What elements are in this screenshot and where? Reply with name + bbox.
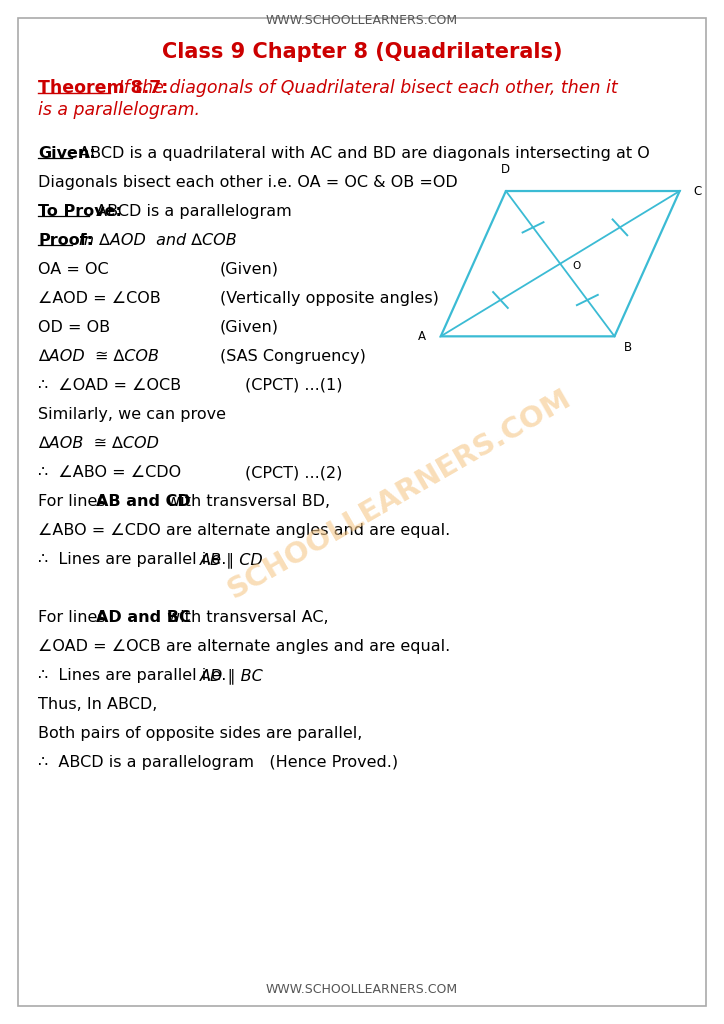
Text: Class 9 Chapter 8 (Quadrilaterals): Class 9 Chapter 8 (Quadrilaterals)	[161, 42, 563, 62]
Text: ∴  ∠OAD = ∠OCB: ∴ ∠OAD = ∠OCB	[38, 378, 181, 393]
Text: (Given): (Given)	[220, 262, 279, 278]
Text: OA = OC: OA = OC	[38, 262, 109, 278]
Text: If the diagonals of Quadrilateral bisect each other, then it: If the diagonals of Quadrilateral bisect…	[113, 79, 618, 97]
Text: ABCD is a parallelogram: ABCD is a parallelogram	[91, 204, 292, 219]
Text: Theorem 8.7:: Theorem 8.7:	[38, 79, 169, 97]
Text: Proof:: Proof:	[38, 233, 93, 248]
Text: ∆AOB  ≅ ∆COD: ∆AOB ≅ ∆COD	[38, 436, 159, 451]
Text: (SAS Congruency): (SAS Congruency)	[220, 349, 366, 364]
FancyBboxPatch shape	[18, 18, 706, 1006]
Text: with transversal AC,: with transversal AC,	[162, 610, 329, 625]
Text: In ∆AOD  and ∆COB: In ∆AOD and ∆COB	[74, 233, 237, 248]
Text: Thus, In ABCD,: Thus, In ABCD,	[38, 697, 157, 712]
Text: Given:: Given:	[38, 146, 96, 161]
Text: (Given): (Given)	[220, 319, 279, 335]
Text: OD = OB: OD = OB	[38, 319, 110, 335]
Text: WWW.SCHOOLLEARNERS.COM: WWW.SCHOOLLEARNERS.COM	[266, 983, 458, 996]
Text: (Vertically opposite angles): (Vertically opposite angles)	[220, 291, 439, 306]
Text: with transversal BD,: with transversal BD,	[162, 494, 330, 509]
Text: D: D	[501, 163, 510, 176]
Text: AD ∥ BC: AD ∥ BC	[200, 668, 264, 684]
Text: AD and BC: AD and BC	[96, 610, 190, 625]
Text: Diagonals bisect each other i.e. OA = OC & OB =OD: Diagonals bisect each other i.e. OA = OC…	[38, 175, 458, 190]
Text: WWW.SCHOOLLEARNERS.COM: WWW.SCHOOLLEARNERS.COM	[266, 14, 458, 27]
Text: C: C	[694, 184, 702, 198]
Text: To Prove:: To Prove:	[38, 204, 122, 219]
Text: ∴  ABCD is a parallelogram   (Hence Proved.): ∴ ABCD is a parallelogram (Hence Proved.…	[38, 755, 398, 770]
Text: ∠AOD = ∠COB: ∠AOD = ∠COB	[38, 291, 161, 306]
Text: (CPCT) ...(1): (CPCT) ...(1)	[245, 378, 342, 393]
Text: ABCD is a quadrilateral with AC and BD are diagonals intersecting at O: ABCD is a quadrilateral with AC and BD a…	[74, 146, 650, 161]
Text: B: B	[624, 341, 632, 353]
Text: For lines: For lines	[38, 494, 111, 509]
Text: A: A	[418, 330, 426, 343]
Text: ∠OAD = ∠OCB are alternate angles and are equal.: ∠OAD = ∠OCB are alternate angles and are…	[38, 639, 450, 654]
Text: AB and CD: AB and CD	[96, 494, 190, 509]
Text: O: O	[573, 261, 581, 271]
Text: AB ∥ CD: AB ∥ CD	[200, 552, 264, 567]
Text: Similarly, we can prove: Similarly, we can prove	[38, 407, 226, 422]
Text: Both pairs of opposite sides are parallel,: Both pairs of opposite sides are paralle…	[38, 726, 363, 741]
Text: ∴  ∠ABO = ∠CDO: ∴ ∠ABO = ∠CDO	[38, 465, 181, 480]
Text: ∠ABO = ∠CDO are alternate angles and are equal.: ∠ABO = ∠CDO are alternate angles and are…	[38, 523, 450, 538]
Text: For lines: For lines	[38, 610, 111, 625]
Text: ∆AOD  ≅ ∆COB: ∆AOD ≅ ∆COB	[38, 349, 159, 364]
Text: ∴  Lines are parallel i.e.: ∴ Lines are parallel i.e.	[38, 668, 232, 683]
Text: ∴  Lines are parallel i.e.: ∴ Lines are parallel i.e.	[38, 552, 232, 567]
Text: SCHOOLLEARNERS.COM: SCHOOLLEARNERS.COM	[223, 384, 577, 604]
Text: is a parallelogram.: is a parallelogram.	[38, 101, 200, 119]
Text: (CPCT) ...(2): (CPCT) ...(2)	[245, 465, 342, 480]
